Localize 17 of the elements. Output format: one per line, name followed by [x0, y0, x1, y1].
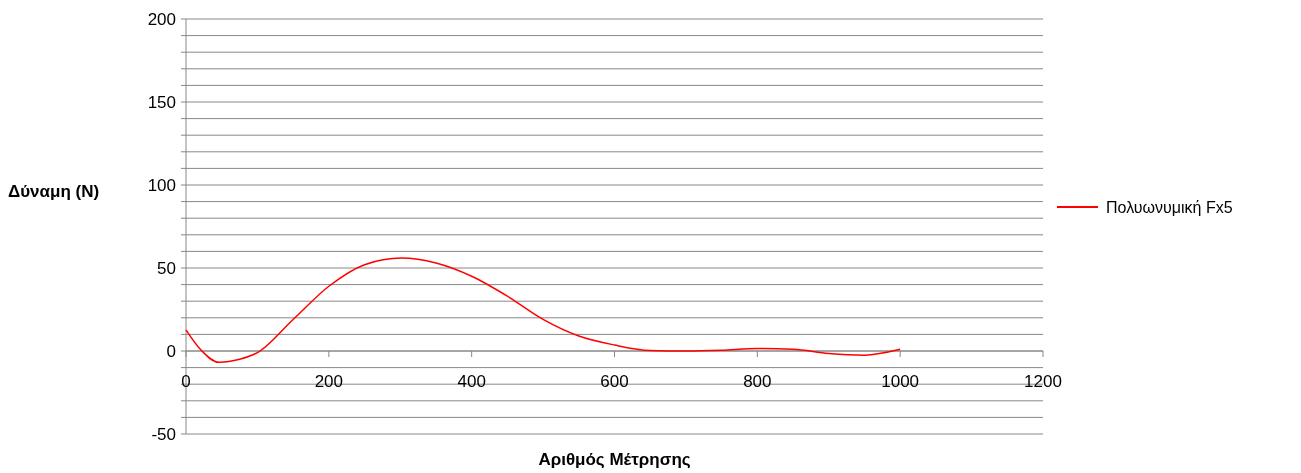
legend-label: Πολυωνυμική Fx5 — [1106, 198, 1233, 216]
x-tick-label: 600 — [600, 372, 629, 391]
y-tick-label: 100 — [147, 175, 176, 195]
x-tick-label: 0 — [181, 372, 191, 391]
x-tick-label: 200 — [314, 372, 344, 391]
x-tick-label: 800 — [743, 372, 772, 391]
x-tick-label: 1000 — [881, 372, 920, 391]
x-tick-label: 400 — [457, 372, 486, 391]
y-tick-label: 50 — [157, 258, 176, 278]
line-series — [185, 257, 901, 364]
y-tick-label: 0 — [166, 341, 176, 361]
x-tick-label: 1200 — [1024, 372, 1062, 391]
y-tick-label: 200 — [147, 9, 176, 29]
y-tick-label: 150 — [147, 92, 176, 112]
y-tick-label: -50 — [151, 424, 176, 444]
y-axis-title: Δύναμη (N) — [8, 182, 100, 201]
x-axis-title: Αριθμός Μέτρησης — [538, 450, 691, 469]
